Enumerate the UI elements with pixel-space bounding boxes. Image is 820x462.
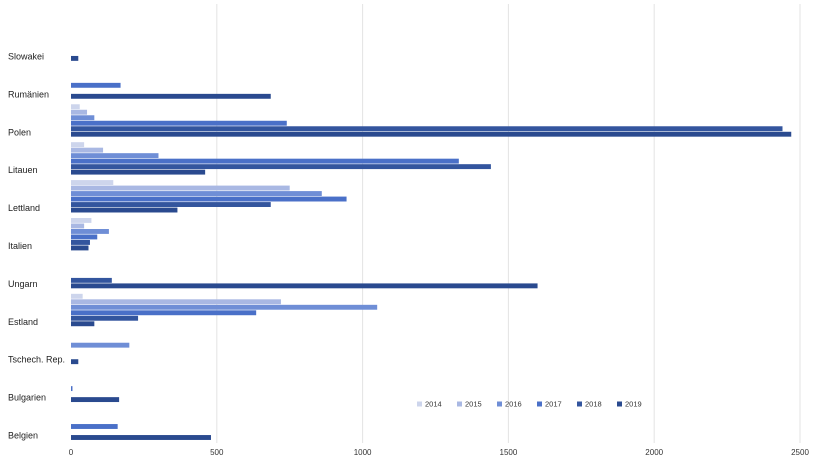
bar-polen-2018 (71, 126, 783, 132)
bar-bulgarien-2019 (71, 397, 120, 403)
bar-ungarn-2018 (71, 277, 112, 283)
legend-label-2015: 2015 (465, 400, 482, 409)
category-label-rumänien: Rumänien (8, 89, 49, 99)
bar-litauen-2018 (71, 164, 491, 170)
bar-polen-2014 (71, 104, 80, 110)
bar-bulgarien-2017 (71, 386, 73, 392)
bar-estland-2017 (71, 310, 257, 316)
bar-estland-2019 (71, 321, 95, 327)
bar-polen-2016 (71, 115, 95, 121)
legend-label-2014: 2014 (425, 400, 442, 409)
bar-belgien-2019 (71, 435, 211, 440)
bar-slowakei-2019 (71, 55, 79, 61)
gridlines (216, 4, 801, 443)
bar-litauen-2017 (71, 158, 459, 164)
x-tick-label-1500: 1500 (500, 448, 518, 457)
category-label-slowakei: Slowakei (8, 51, 44, 61)
bar-lettland-2018 (71, 202, 271, 207)
bar-polen-2015 (71, 109, 88, 115)
legend-swatch-2015 (457, 401, 462, 407)
bar-lettland-2016 (71, 191, 322, 196)
category-label-bulgarien: Bulgarien (8, 393, 46, 403)
bar-lettland-2017 (71, 196, 347, 202)
bar-italien-2015 (71, 223, 85, 229)
bar-tschech-rep-2016 (71, 342, 130, 348)
bar-polen-2019 (71, 131, 792, 137)
category-label-estland: Estland (8, 317, 38, 327)
bar-tschech-rep-2019 (71, 359, 79, 365)
bar-italien-2019 (71, 245, 89, 251)
x-tick-label-1000: 1000 (354, 448, 372, 457)
legend-label-2016: 2016 (505, 400, 522, 409)
bar-lettland-2019 (71, 207, 178, 213)
legend-swatch-2019 (617, 401, 622, 407)
legend-label-2019: 2019 (625, 400, 642, 409)
bar-litauen-2019 (71, 169, 206, 175)
legend-label-2018: 2018 (585, 400, 602, 409)
bar-italien-2018 (71, 240, 90, 245)
legend-label-2017: 2017 (545, 400, 562, 409)
bar-estland-2018 (71, 315, 139, 321)
bar-italien-2014 (71, 218, 92, 223)
legend-swatch-2014 (417, 401, 422, 407)
category-label-tschech-rep: Tschech. Rep. (8, 355, 65, 365)
bar-italien-2016 (71, 229, 109, 234)
x-tick-label-500: 500 (210, 448, 224, 457)
legend: 2014 2015 2016 2017 2018 2019 (417, 400, 642, 409)
bar-lettland-2014 (71, 180, 114, 185)
category-label-italien: Italien (8, 241, 32, 251)
bar-rumänien-2019 (71, 93, 271, 99)
category-label-lettland: Lettland (8, 203, 40, 213)
x-tick-label-0: 0 (69, 448, 74, 457)
bar-ungarn-2019 (71, 283, 538, 289)
category-label-belgien: Belgien (8, 431, 38, 441)
bar-estland-2015 (71, 299, 281, 305)
bar-litauen-2015 (71, 147, 104, 153)
bar-belgien-2017 (71, 424, 118, 429)
bars (71, 55, 792, 440)
bar-estland-2014 (71, 293, 83, 299)
bar-litauen-2016 (71, 153, 159, 159)
bar-polen-2017 (71, 120, 287, 126)
bar-estland-2016 (71, 304, 378, 310)
x-tick-label-2000: 2000 (645, 448, 663, 457)
bar-lettland-2015 (71, 185, 290, 191)
category-label-ungarn: Ungarn (8, 279, 38, 289)
x-tick-label-2500: 2500 (791, 448, 809, 457)
legend-swatch-2017 (537, 401, 542, 407)
category-labels: Slowakei Rumänien Polen Litauen Lettland Ital… (8, 51, 65, 440)
x-tick-labels: 0 500 1000 1500 2000 2500 (69, 448, 810, 457)
category-label-polen: Polen (8, 127, 31, 137)
legend-swatch-2018 (577, 401, 582, 407)
category-label-litauen: Litauen (8, 165, 38, 175)
bar-litauen-2014 (71, 142, 85, 148)
bar-italien-2017 (71, 234, 98, 240)
legend-swatch-2016 (497, 401, 502, 407)
bar-rumänien-2017 (71, 82, 121, 88)
